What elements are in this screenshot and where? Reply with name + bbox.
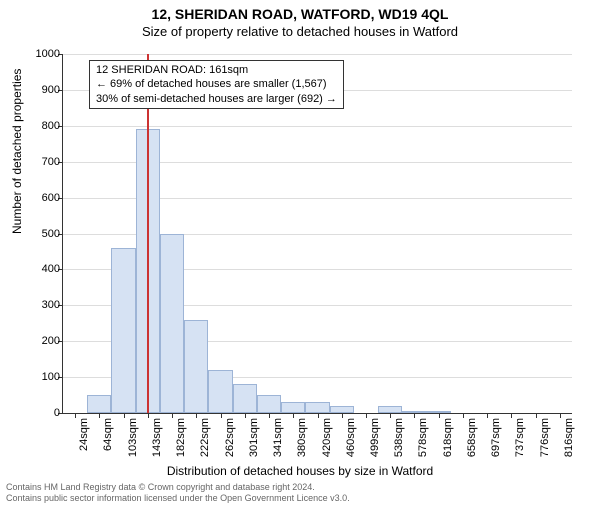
ytick-label: 800 <box>20 120 60 132</box>
ytick-label: 1000 <box>20 48 60 60</box>
xtick-label: 182sqm <box>175 418 187 457</box>
xtick-label: 341sqm <box>272 418 284 457</box>
footer-line-1: Contains HM Land Registry data © Crown c… <box>6 482 350 493</box>
x-axis-label: Distribution of detached houses by size … <box>0 464 600 478</box>
xtick-label: 222sqm <box>199 418 211 457</box>
xtick-label: 64sqm <box>102 418 114 451</box>
xtick-label: 301sqm <box>248 418 260 457</box>
xtick-label: 103sqm <box>127 418 139 457</box>
xtick-mark <box>536 413 537 418</box>
xtick-mark <box>75 413 76 418</box>
xtick-label: 380sqm <box>296 418 308 457</box>
ytick-label: 600 <box>20 192 60 204</box>
xtick-label: 816sqm <box>563 418 575 457</box>
xtick-label: 737sqm <box>514 418 526 457</box>
xtick-label: 420sqm <box>321 418 333 457</box>
annotation-line: 12 SHERIDAN ROAD: 161sqm <box>96 63 337 77</box>
xtick-mark <box>293 413 294 418</box>
annotation-line: 30% of semi-detached houses are larger (… <box>96 92 337 106</box>
xtick-mark <box>124 413 125 418</box>
xtick-label: 618sqm <box>442 418 454 457</box>
xtick-mark <box>172 413 173 418</box>
xtick-label: 262sqm <box>224 418 236 457</box>
histogram-bar <box>281 402 305 413</box>
histogram-chart: 12 SHERIDAN ROAD: 161sqm← 69% of detache… <box>62 54 572 414</box>
xtick-mark <box>318 413 319 418</box>
page-subtitle: Size of property relative to detached ho… <box>0 24 600 39</box>
ytick-label: 900 <box>20 84 60 96</box>
annotation-box: 12 SHERIDAN ROAD: 161sqm← 69% of detache… <box>89 60 344 109</box>
ytick-label: 300 <box>20 299 60 311</box>
xtick-mark <box>196 413 197 418</box>
histogram-bar <box>111 248 135 413</box>
xtick-mark <box>560 413 561 418</box>
annotation-line: ← 69% of detached houses are smaller (1,… <box>96 77 337 91</box>
xtick-mark <box>390 413 391 418</box>
xtick-mark <box>245 413 246 418</box>
histogram-bar <box>208 370 232 413</box>
ytick-label: 400 <box>20 263 60 275</box>
xtick-mark <box>366 413 367 418</box>
xtick-label: 776sqm <box>539 418 551 457</box>
xtick-label: 24sqm <box>78 418 90 451</box>
ytick-label: 100 <box>20 371 60 383</box>
xtick-mark <box>99 413 100 418</box>
xtick-mark <box>439 413 440 418</box>
histogram-bar <box>305 402 329 413</box>
xtick-label: 697sqm <box>490 418 502 457</box>
ytick-label: 0 <box>20 407 60 419</box>
xtick-mark <box>511 413 512 418</box>
xtick-label: 538sqm <box>393 418 405 457</box>
xtick-mark <box>342 413 343 418</box>
xtick-label: 658sqm <box>466 418 478 457</box>
xtick-mark <box>463 413 464 418</box>
ytick-label: 700 <box>20 156 60 168</box>
histogram-bar <box>184 320 208 413</box>
histogram-bar <box>160 234 184 414</box>
xtick-label: 460sqm <box>345 418 357 457</box>
page-title: 12, SHERIDAN ROAD, WATFORD, WD19 4QL <box>0 6 600 22</box>
grid-line <box>63 54 572 55</box>
xtick-label: 499sqm <box>369 418 381 457</box>
footer-line-2: Contains public sector information licen… <box>6 493 350 504</box>
histogram-bar <box>257 395 281 413</box>
xtick-label: 143sqm <box>151 418 163 457</box>
xtick-mark <box>221 413 222 418</box>
xtick-mark <box>269 413 270 418</box>
histogram-bar <box>330 406 354 413</box>
xtick-mark <box>148 413 149 418</box>
xtick-mark <box>487 413 488 418</box>
footer-text: Contains HM Land Registry data © Crown c… <box>6 482 350 504</box>
xtick-mark <box>414 413 415 418</box>
ytick-label: 200 <box>20 335 60 347</box>
histogram-bar <box>233 384 257 413</box>
histogram-bar <box>87 395 111 413</box>
xtick-label: 578sqm <box>417 418 429 457</box>
ytick-label: 500 <box>20 228 60 240</box>
histogram-bar <box>378 406 402 413</box>
grid-line <box>63 126 572 127</box>
